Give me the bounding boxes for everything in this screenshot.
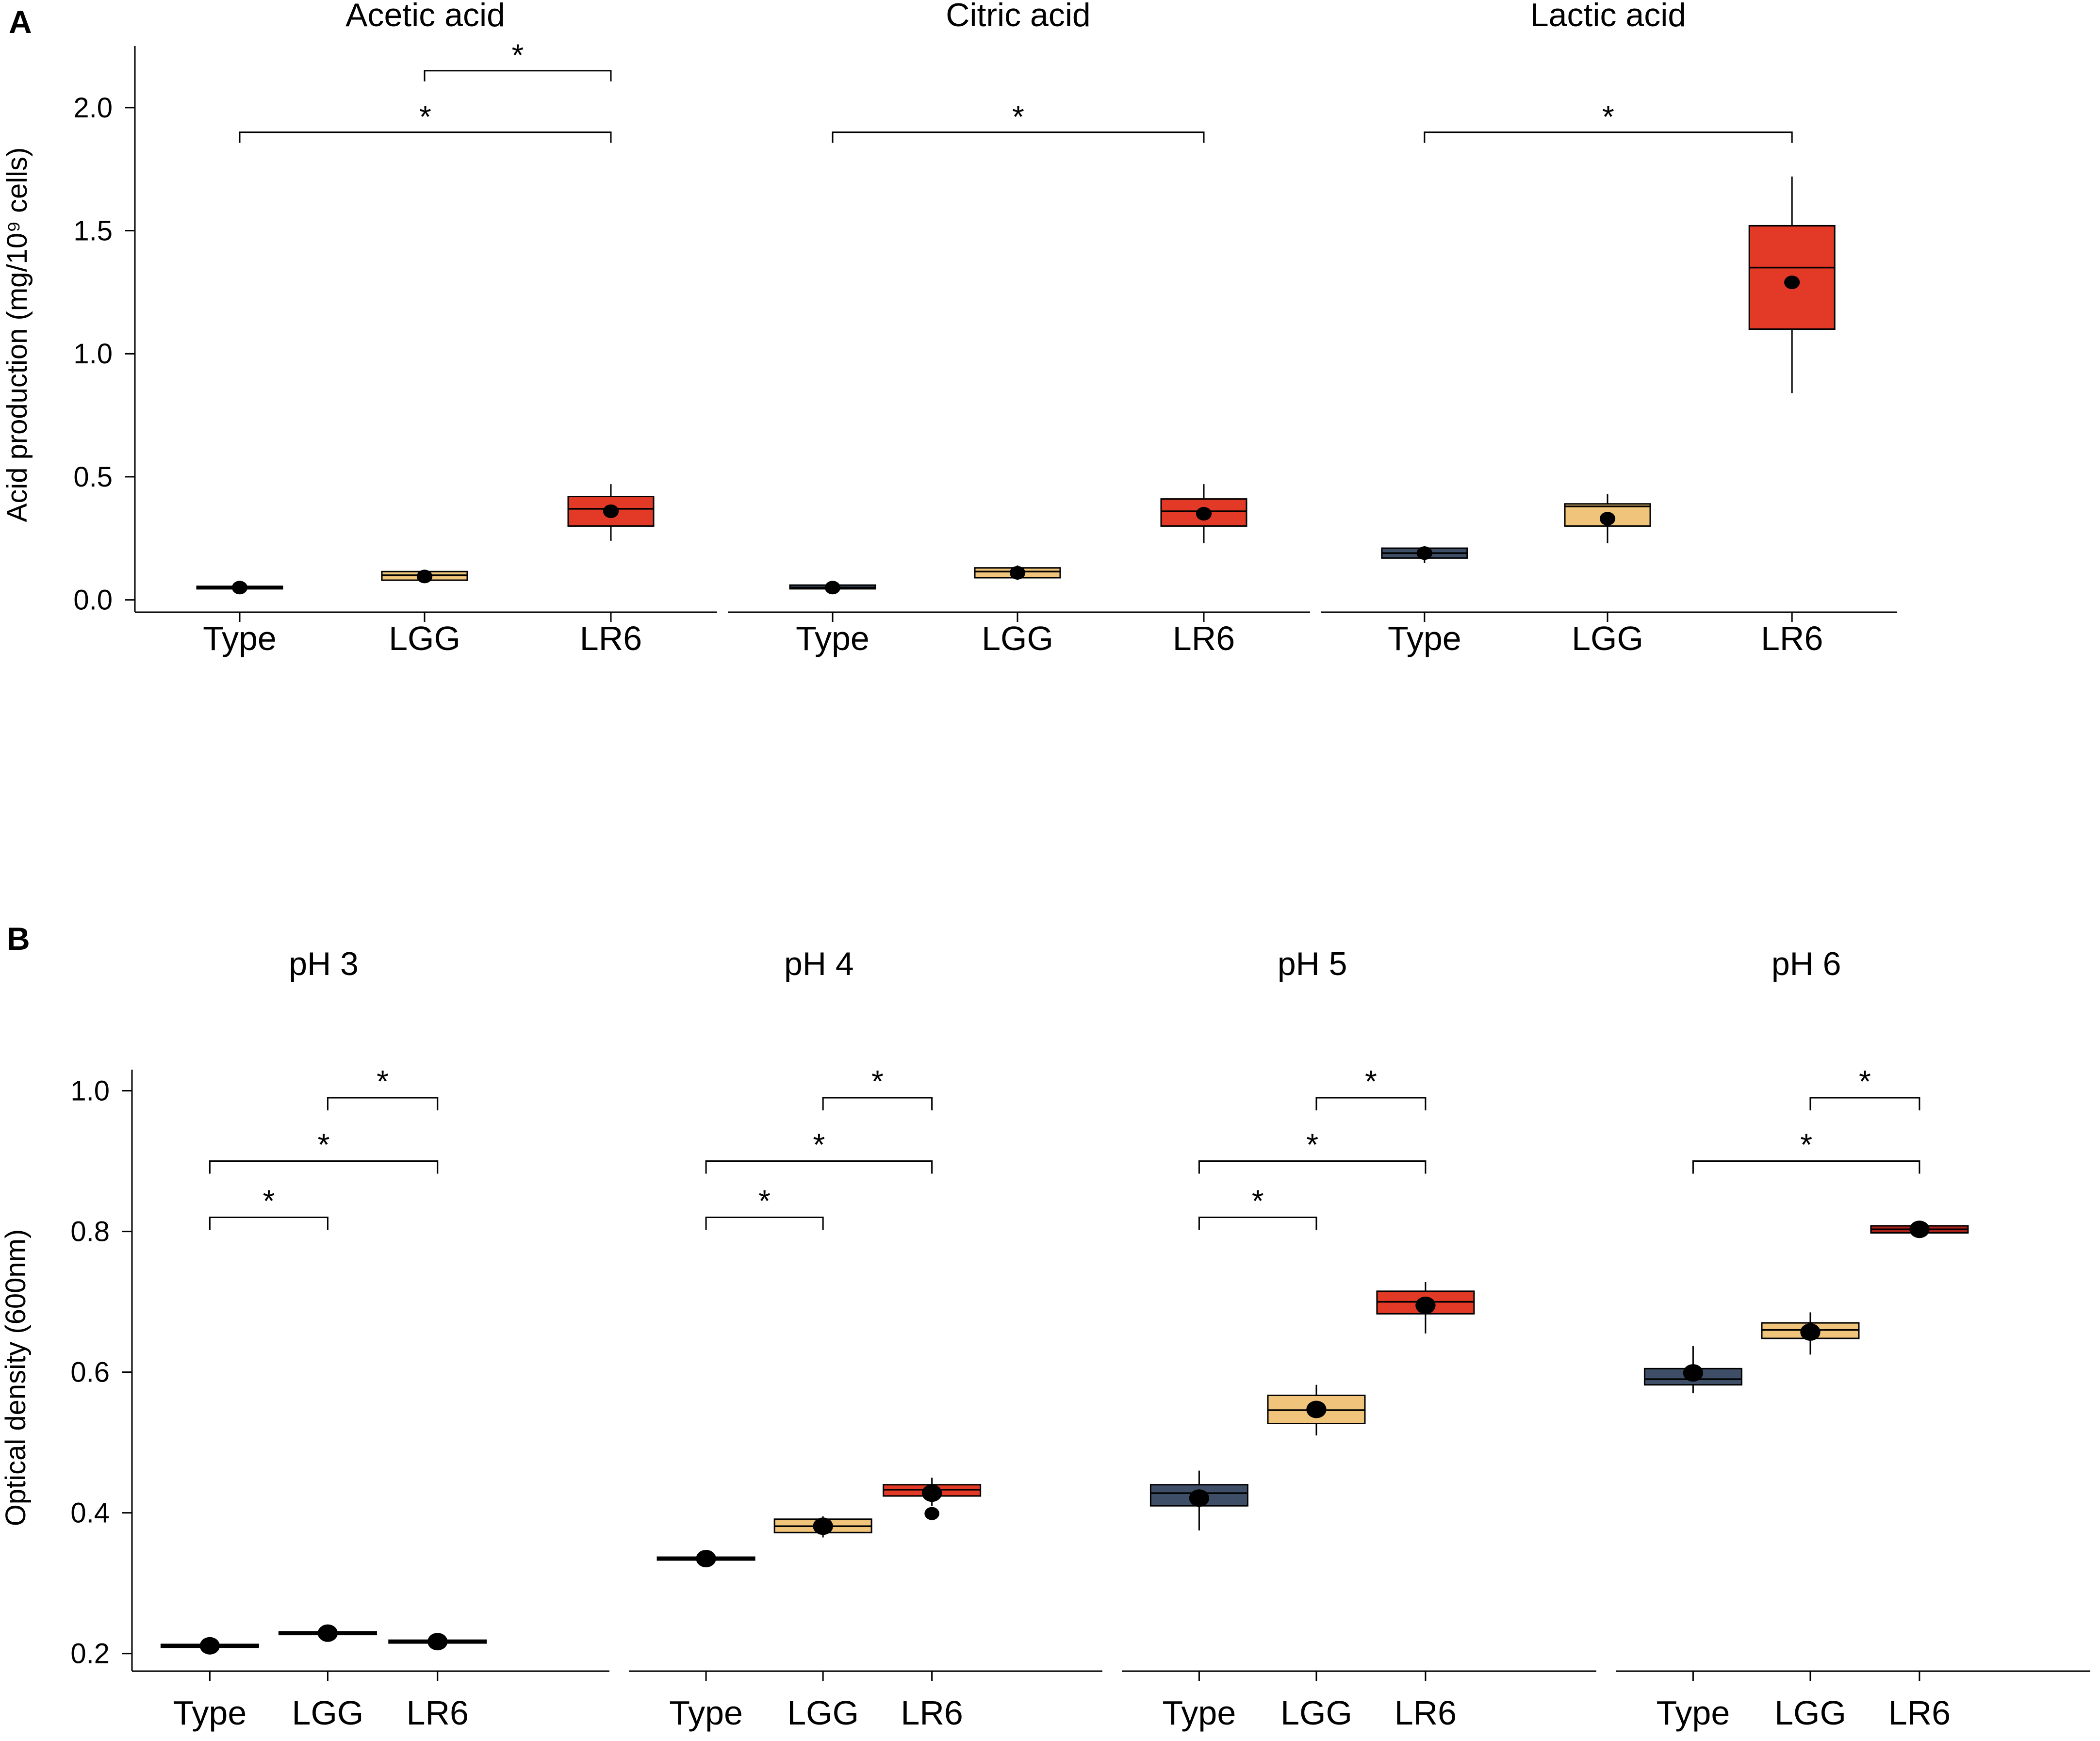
mean-point-type (1189, 1489, 1210, 1507)
mean-point-type (231, 581, 248, 595)
significance-bracket-type-lgg (705, 1217, 824, 1230)
y-tick-label: 0.5 (73, 461, 113, 493)
significance-star: * (1365, 1064, 1377, 1099)
mean-point-lgg (1599, 512, 1616, 526)
significance-star: * (1012, 99, 1024, 134)
significance-star: * (758, 1184, 771, 1219)
significance-star: * (1602, 99, 1614, 134)
significance-bracket-lgg-lr6 (1809, 1097, 1920, 1111)
significance-bracket-type-lr6 (209, 1160, 439, 1174)
category-label: Type (796, 619, 870, 657)
significance-star: * (512, 38, 524, 73)
mean-point-type (824, 581, 841, 595)
category-label: Type (669, 1694, 743, 1732)
significance-bracket-type-lr6 (1198, 1160, 1427, 1174)
category-label: LR6 (407, 1694, 469, 1732)
y-tick-label: 2.0 (73, 92, 113, 124)
category-label: Type (173, 1694, 247, 1732)
significance-bracket-lgg-lr6 (327, 1097, 439, 1111)
mean-point-lr6 (1415, 1296, 1436, 1314)
mean-point-type (1683, 1364, 1704, 1382)
category-label: LR6 (901, 1694, 963, 1732)
significance-bracket-type-lr6 (239, 131, 612, 143)
mean-point-lr6 (1909, 1220, 1930, 1238)
significance-bracket-type-lr6 (1692, 1160, 1920, 1174)
significance-star: * (871, 1064, 884, 1099)
significance-star: * (813, 1127, 825, 1162)
category-label: LR6 (1395, 1694, 1457, 1732)
mean-point-lr6 (603, 504, 619, 518)
significance-star: * (262, 1184, 275, 1219)
category-label: LGG (787, 1694, 859, 1732)
significance-bracket-lgg-lr6 (424, 70, 612, 81)
mean-point-lr6 (1196, 507, 1212, 521)
significance-star: * (419, 99, 431, 134)
mean-point-lgg (416, 569, 433, 584)
facet-title: Lactic acid (1530, 0, 1686, 33)
y-axis-title: Optical density (600nm) (0, 1229, 32, 1526)
significance-bracket-lgg-lr6 (1315, 1097, 1427, 1111)
significance-bracket-lgg-lr6 (822, 1097, 933, 1111)
category-label: LGG (292, 1694, 364, 1732)
panel-label: B (7, 921, 30, 957)
significance-star: * (1859, 1064, 1871, 1099)
significance-bracket-type-lgg (1198, 1217, 1317, 1230)
y-tick-label: 0.4 (70, 1497, 110, 1529)
category-label: LGG (1774, 1694, 1846, 1732)
category-label: LR6 (580, 619, 642, 657)
mean-point-lr6 (1784, 276, 1800, 290)
y-tick-label: 0.0 (73, 585, 113, 616)
y-tick-label: 0.8 (70, 1216, 110, 1248)
panel-label: A (9, 4, 32, 40)
y-tick-label: 1.0 (70, 1075, 110, 1107)
category-label: LR6 (1173, 619, 1235, 657)
facet-title: Acetic acid (345, 0, 505, 33)
significance-star: * (318, 1127, 330, 1162)
facet-title: pH 3 (289, 945, 359, 982)
mean-point-lgg (1306, 1400, 1327, 1418)
y-tick-label: 0.2 (70, 1638, 110, 1670)
category-label: Type (203, 619, 277, 657)
mean-point-type (199, 1637, 220, 1655)
category-label: Type (1163, 1694, 1236, 1732)
mean-point-lgg (813, 1517, 833, 1535)
mean-point-type (1416, 546, 1432, 560)
facet-title: pH 6 (1772, 945, 1841, 982)
category-label: LGG (1572, 619, 1643, 657)
y-tick-label: 1.0 (73, 338, 113, 370)
mean-point-lr6 (427, 1633, 448, 1651)
mean-point-type (696, 1549, 716, 1567)
facet-title: pH 4 (784, 945, 854, 982)
mean-point-lgg (1009, 566, 1026, 580)
significance-bracket-type-lr6 (705, 1160, 933, 1174)
category-label: Type (1388, 619, 1461, 657)
significance-star: * (1800, 1127, 1812, 1162)
mean-point-lgg (317, 1624, 338, 1642)
significance-star: * (1306, 1127, 1318, 1162)
significance-bracket-type-lr6 (1424, 131, 1793, 143)
category-label: Type (1657, 1694, 1730, 1732)
y-tick-label: 0.6 (70, 1357, 110, 1388)
y-axis-title: Acid production (mg/10⁹ cells) (1, 147, 33, 522)
significance-bracket-type-lr6 (832, 131, 1205, 143)
mean-point-lr6 (921, 1484, 942, 1502)
significance-bracket-type-lgg (209, 1217, 328, 1230)
significance-star: * (1252, 1184, 1264, 1219)
category-label: LR6 (1761, 619, 1823, 657)
category-label: LGG (389, 619, 460, 657)
category-label: LGG (982, 619, 1053, 657)
y-tick-label: 1.5 (73, 215, 113, 247)
category-label: LGG (1280, 1694, 1352, 1732)
category-label: LR6 (1888, 1694, 1951, 1732)
facet-title: Citric acid (946, 0, 1091, 33)
mean-point-lgg (1800, 1323, 1821, 1341)
facet-title: pH 5 (1278, 945, 1347, 982)
outlier-point-lr6 (924, 1507, 939, 1520)
significance-star: * (377, 1064, 389, 1099)
